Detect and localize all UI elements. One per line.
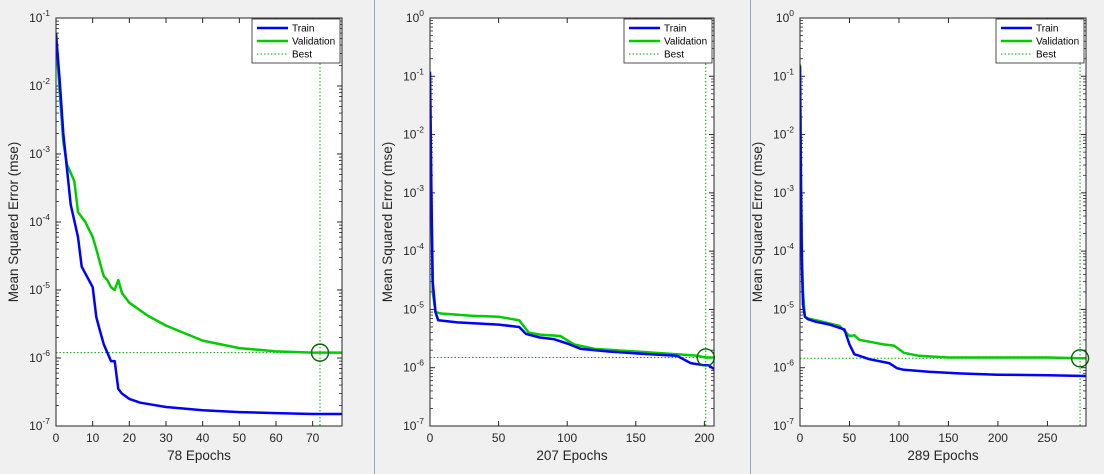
y-tick-label: 10-5 xyxy=(403,299,424,316)
x-tick-label: 50 xyxy=(233,431,247,445)
x-axis-label: 289 Epochs xyxy=(907,448,979,463)
y-tick-label: 10-7 xyxy=(29,416,50,433)
x-tick-label: 200 xyxy=(988,431,1008,445)
y-tick-label: 10-1 xyxy=(29,8,50,25)
y-tick-label: 10-5 xyxy=(773,299,794,316)
y-tick-label: 10-3 xyxy=(403,183,424,200)
x-tick-label: 40 xyxy=(196,431,210,445)
axes-box xyxy=(429,17,715,427)
y-axis-label: Mean Squared Error (mse) xyxy=(6,142,21,303)
best-point-marker xyxy=(1070,349,1090,368)
y-tick-label: 10-1 xyxy=(773,66,794,83)
x-axis-label: 78 Epochs xyxy=(167,448,231,463)
x-tick-label: 0 xyxy=(797,431,804,445)
legend-validation-label: Validation xyxy=(1036,37,1079,48)
y-tick-label: 10-3 xyxy=(29,144,50,161)
best-point-marker xyxy=(310,343,330,362)
train-series-line xyxy=(430,71,714,371)
plot-area xyxy=(56,18,342,426)
y-tick-label: 100 xyxy=(776,8,794,25)
y-axis-label: Mean Squared Error (mse) xyxy=(750,142,765,303)
y-tick-label: 10-3 xyxy=(773,183,794,200)
y-tick-label: 10-5 xyxy=(29,280,50,297)
y-tick-label: 10-1 xyxy=(403,66,424,83)
x-tick-label: 100 xyxy=(889,431,909,445)
x-axis-label: 207 Epochs xyxy=(536,448,608,463)
plot-area xyxy=(800,18,1086,426)
axes-box xyxy=(55,17,343,427)
x-tick-label: 60 xyxy=(269,431,283,445)
x-tick-label: 50 xyxy=(843,431,857,445)
data-layer xyxy=(56,18,342,426)
y-tick-label: 10-4 xyxy=(29,212,50,229)
legend-train-label: Train xyxy=(664,24,686,35)
plot-area xyxy=(430,18,714,426)
data-layer xyxy=(430,18,714,426)
x-tick-label: 200 xyxy=(694,431,714,445)
y-tick-label: 10-6 xyxy=(403,358,424,375)
legend-best-label: Best xyxy=(292,50,312,61)
x-tick-label: 50 xyxy=(492,431,506,445)
performance-chart-1: 10-7 10-6 10-5 10-4 10-3 10-2 10-1 0 10 20 30 40 50 6… xyxy=(6,8,343,463)
x-tick-label: 0 xyxy=(53,431,60,445)
y-axis-label: Mean Squared Error (mse) xyxy=(380,142,395,303)
x-tick-label: 250 xyxy=(1037,431,1057,445)
x-tick-label: 150 xyxy=(938,431,958,445)
x-tick-label: 0 xyxy=(427,431,434,445)
y-tick-label: 10-6 xyxy=(29,348,50,365)
legend: Train Validation Best xyxy=(623,18,713,64)
data-layer xyxy=(800,18,1086,426)
legend-validation-label: Validation xyxy=(292,37,335,48)
legend: Train Validation Best xyxy=(251,18,341,64)
y-tick-label: 10-2 xyxy=(773,125,794,142)
x-tick-label: 150 xyxy=(626,431,646,445)
legend: Train Validation Best xyxy=(995,18,1085,64)
legend-train-label: Train xyxy=(292,24,314,35)
y-tick-label: 100 xyxy=(406,8,424,25)
legend-best-label: Best xyxy=(664,50,684,61)
axes-box xyxy=(799,17,1087,427)
y-tick-label: 10-2 xyxy=(29,76,50,93)
x-tick-label: 70 xyxy=(306,431,320,445)
y-tick-label: 10-4 xyxy=(773,241,794,258)
y-tick-label: 10-6 xyxy=(773,358,794,375)
validation-series-line xyxy=(56,38,342,354)
y-tick-label: 10-4 xyxy=(403,241,424,258)
x-tick-label: 30 xyxy=(159,431,173,445)
y-tick-label: 10-7 xyxy=(403,416,424,433)
train-series-line xyxy=(56,33,342,416)
legend-validation-label: Validation xyxy=(664,37,707,48)
legend-train-label: Train xyxy=(1036,24,1058,35)
x-tick-label: 10 xyxy=(86,431,100,445)
legend-best-label: Best xyxy=(1036,50,1056,61)
performance-chart-2: 10-7 10-6 10-5 10-4 10-3 10-2 10-1 100 0 50 100 150… xyxy=(380,8,715,463)
y-tick-label: 10-7 xyxy=(773,416,794,433)
x-tick-label: 100 xyxy=(557,431,577,445)
performance-chart-3: 10-7 10-6 10-5 10-4 10-3 10-2 10-1 100 0 50 100 150… xyxy=(750,8,1090,463)
x-tick-label: 20 xyxy=(123,431,137,445)
train-series-line xyxy=(800,65,1086,378)
y-tick-label: 10-2 xyxy=(403,125,424,142)
